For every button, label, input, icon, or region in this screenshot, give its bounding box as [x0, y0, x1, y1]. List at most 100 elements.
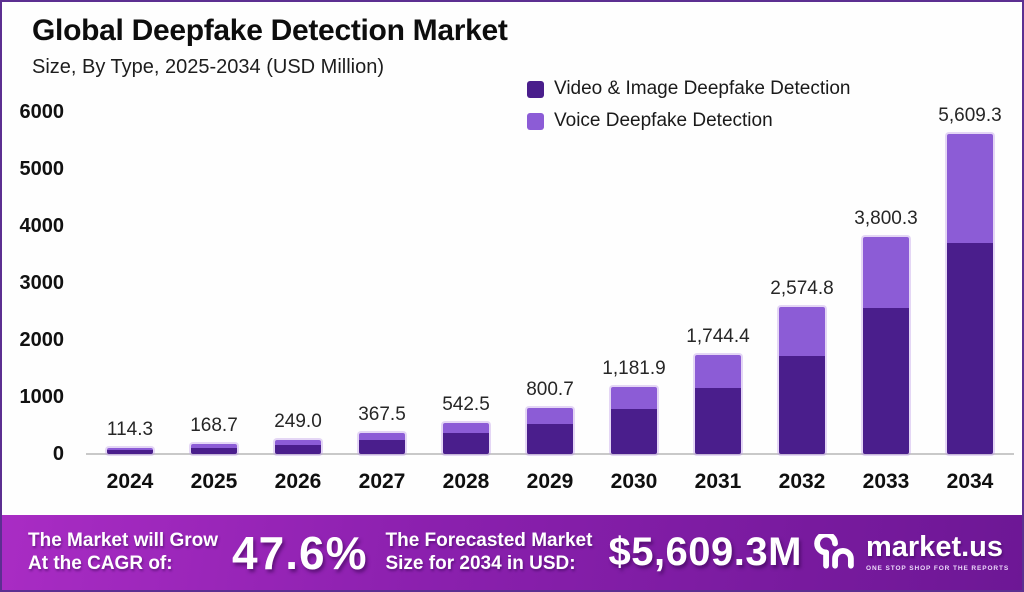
bar-value-label: 249.0	[274, 410, 322, 432]
y-tick-label: 4000	[19, 215, 65, 237]
marketus-logo-text: market.us ONE STOP SHOP FOR THE REPORTS	[865, 531, 1010, 573]
stacked-bar	[611, 386, 657, 454]
y-tick-label: 5000	[19, 158, 65, 180]
x-tick-label: 2026	[274, 470, 322, 493]
cagr-label-line1: The Market will Grow	[28, 530, 219, 552]
stacked-bar	[359, 433, 405, 454]
bar-segment-video	[359, 440, 405, 454]
bar-segment-voice	[107, 447, 153, 450]
bar-value-label: 367.5	[358, 404, 406, 426]
bar-value-label: 1,744.4	[686, 325, 750, 347]
bar-segment-video	[275, 444, 321, 454]
bar-segment-video	[527, 423, 573, 454]
bar-segment-video	[611, 409, 657, 454]
x-tick-label: 2034	[946, 470, 994, 493]
y-tick-label: 2000	[19, 329, 65, 351]
stacked-bar	[863, 237, 909, 454]
x-tick-label: 2024	[106, 470, 154, 493]
x-tick-label: 2028	[442, 470, 490, 493]
bar-segment-voice	[191, 444, 237, 448]
bar-value-label: 5,609.3	[938, 105, 1002, 127]
bar-segment-video	[863, 308, 909, 454]
bar-value-label: 2,574.8	[770, 278, 834, 300]
chart-subtitle: Size, By Type, 2025-2034 (USD Million)	[32, 56, 385, 78]
bar-segment-video	[191, 447, 237, 454]
y-tick-label: 3000	[19, 272, 65, 294]
cagr-label-line2: At the CAGR of:	[28, 552, 173, 574]
bar-segment-video	[443, 433, 489, 454]
bar-value-label: 114.3	[106, 418, 154, 440]
legend-item-voice: Voice Deepfake Detection	[527, 108, 850, 134]
bar-segment-voice	[611, 386, 657, 410]
bar-segment-voice	[275, 439, 321, 445]
forecast-label: The Forecasted Market Size for 2034 in U…	[385, 530, 592, 575]
video-legend-swatch	[527, 80, 544, 98]
forecast-label-line2: Size for 2034 in USD:	[385, 552, 576, 574]
y-tick-label: 6000	[19, 101, 65, 123]
stacked-bar	[779, 307, 825, 454]
bar-segment-voice	[527, 408, 573, 424]
marketus-logo: market.us ONE STOP SHOP FOR THE REPORTS	[808, 533, 1009, 572]
bar-group: 3,800.3	[844, 208, 928, 454]
bar-group: 800.7	[508, 379, 592, 454]
bar-group: 168.7	[172, 415, 256, 454]
stacked-bar	[947, 134, 993, 454]
bars-area: 114.3 168.7 249.0 367.5 542.5 800.7 1,181.9 1,7…	[88, 2, 1012, 454]
cagr-banner: The Market will Grow At the CAGR of: 47.…	[2, 515, 1022, 590]
stacked-bar	[695, 354, 741, 454]
legend: Video & Image Deepfake Detection Voice D…	[527, 76, 850, 140]
stacked-bar	[527, 408, 573, 454]
forecast-label-line1: The Forecasted Market	[385, 530, 593, 552]
bar-group: 249.0	[256, 411, 340, 454]
bar-value-label: 800.7	[526, 379, 574, 401]
cagr-label: The Market will Grow At the CAGR of:	[28, 530, 218, 575]
bar-group: 542.5	[424, 394, 508, 454]
bar-group: 1,181.9	[592, 358, 676, 454]
bar-value-label: 168.7	[190, 415, 238, 437]
stacked-bar	[191, 444, 237, 454]
stacked-bar	[275, 439, 321, 454]
bar-segment-voice	[779, 307, 825, 357]
x-tick-label: 2033	[862, 470, 910, 493]
bar-segment-video	[695, 387, 741, 454]
bar-group: 114.3	[88, 418, 172, 454]
bar-segment-voice	[947, 134, 993, 244]
bar-group: 5,609.3	[928, 105, 1012, 454]
bar-group: 367.5	[340, 404, 424, 454]
bar-value-label: 3,800.3	[854, 208, 918, 230]
legend-label-video: Video & Image Deepfake Detection	[554, 78, 851, 99]
chart-header: Global Deepfake Detection Market Size, B…	[32, 14, 508, 79]
bar-segment-video	[779, 356, 825, 454]
legend-label-voice: Voice Deepfake Detection	[554, 110, 773, 131]
bar-segment-video	[107, 449, 153, 454]
x-axis-baseline	[86, 453, 1014, 455]
x-tick-label: 2032	[778, 470, 826, 493]
forecast-value: $5,609.3M	[608, 530, 802, 574]
cagr-value: 47.6%	[232, 526, 368, 579]
voice-legend-swatch	[527, 112, 544, 130]
x-tick-label: 2029	[526, 470, 574, 493]
y-tick-label: 0	[52, 443, 64, 465]
bar-segment-voice	[863, 237, 909, 309]
x-tick-label: 2030	[610, 470, 658, 493]
bar-value-label: 542.5	[442, 394, 490, 416]
x-tick-label: 2025	[190, 470, 238, 493]
x-tick-label: 2027	[358, 470, 406, 493]
bar-segment-voice	[695, 354, 741, 388]
bar-segment-voice	[359, 433, 405, 441]
bar-value-label: 1,181.9	[602, 357, 666, 379]
stacked-bar	[443, 423, 489, 454]
stacked-bar	[107, 447, 153, 454]
brand-name: market.us	[865, 531, 1003, 563]
page-title: Global Deepfake Detection Market	[32, 14, 508, 47]
marketus-logo-icon	[814, 533, 854, 569]
brand-tagline: ONE STOP SHOP FOR THE REPORTS	[865, 565, 1010, 572]
bar-segment-voice	[443, 423, 489, 434]
legend-item-video: Video & Image Deepfake Detection	[527, 76, 850, 102]
y-tick-label: 1000	[19, 386, 65, 408]
bar-group: 2,574.8	[760, 278, 844, 454]
x-axis-labels: 2024 2025 2026 2027 2028 2029 2030 2031 2032 2033…	[88, 470, 1012, 494]
bar-group: 1,744.4	[676, 326, 760, 454]
